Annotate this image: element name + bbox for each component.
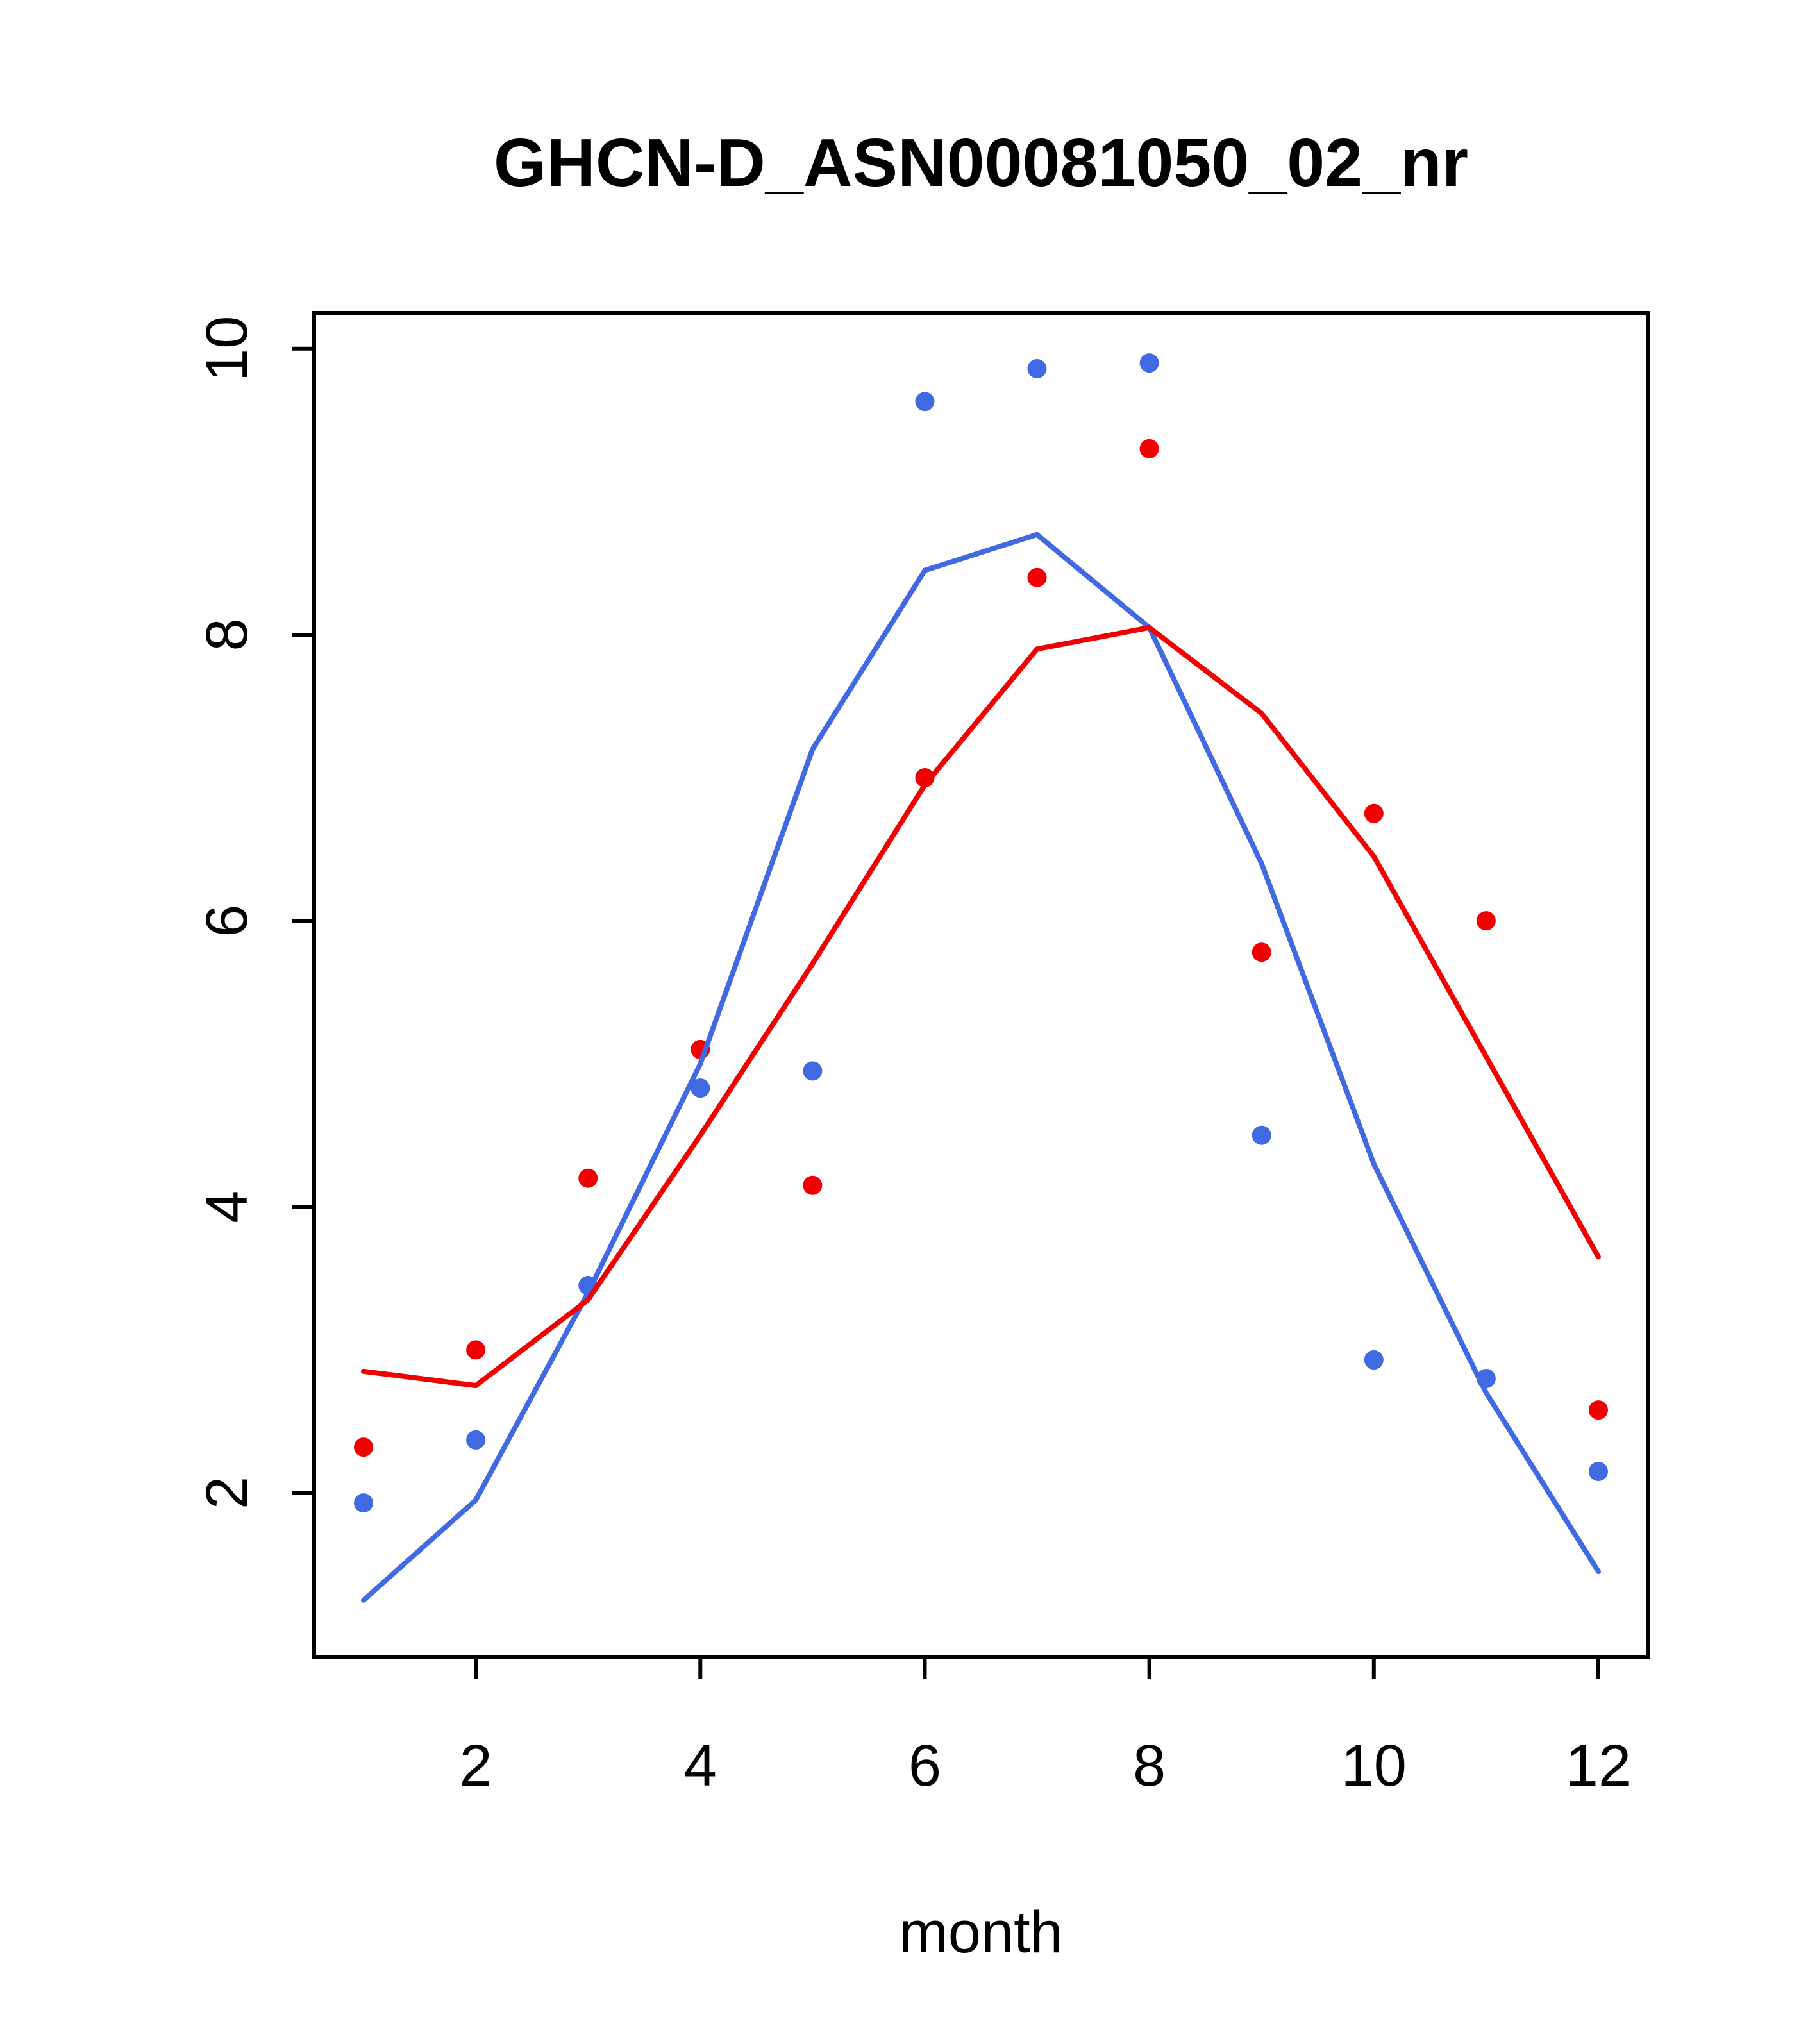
red-points-marker — [803, 1175, 823, 1195]
y-tick-label: 8 — [194, 618, 260, 651]
blue-points-marker — [1139, 353, 1159, 373]
plot-area: 2 4 6 8 10 12 2 4 6 8 10 — [194, 311, 1650, 1798]
blue-points-marker — [691, 1078, 710, 1098]
x-tick-label: 6 — [908, 1733, 941, 1798]
plot-box — [312, 311, 1650, 1659]
red-points-marker — [1252, 942, 1271, 962]
x-tick-label: 4 — [684, 1733, 717, 1798]
red-points-marker — [1139, 439, 1159, 458]
x-axis-title: month — [899, 1900, 1063, 1965]
red-points-marker — [1027, 567, 1047, 587]
blue-points-marker — [1027, 359, 1047, 378]
red-line — [361, 624, 1601, 1389]
blue-points-marker — [1252, 1125, 1271, 1145]
blue-points-marker — [354, 1493, 373, 1513]
chart-title: GHCN-D_ASN00081050_02_nr — [494, 125, 1468, 201]
blue-points-marker — [915, 392, 935, 412]
y-tick-label: 4 — [194, 1191, 260, 1223]
x-tick-label: 2 — [460, 1733, 492, 1798]
red-points-marker — [578, 1168, 598, 1188]
red-points-marker — [1476, 911, 1496, 931]
y-tick-label: 2 — [194, 1477, 260, 1509]
y-tick-label: 6 — [194, 905, 260, 937]
blue-line — [361, 532, 1601, 1603]
blue-points-marker — [803, 1061, 823, 1081]
red-points-marker — [466, 1340, 486, 1360]
x-tick-label: 10 — [1341, 1733, 1407, 1798]
red-points-marker — [1364, 803, 1384, 823]
x-tick-label: 8 — [1133, 1733, 1166, 1798]
blue-points-marker — [1589, 1462, 1608, 1481]
blue-points-marker — [466, 1430, 486, 1450]
blue-points-marker — [1364, 1350, 1384, 1370]
x-tick-label: 12 — [1566, 1733, 1631, 1798]
red-points-marker — [1589, 1400, 1608, 1420]
red-points-marker — [354, 1437, 373, 1457]
y-tick-label: 10 — [194, 316, 260, 381]
